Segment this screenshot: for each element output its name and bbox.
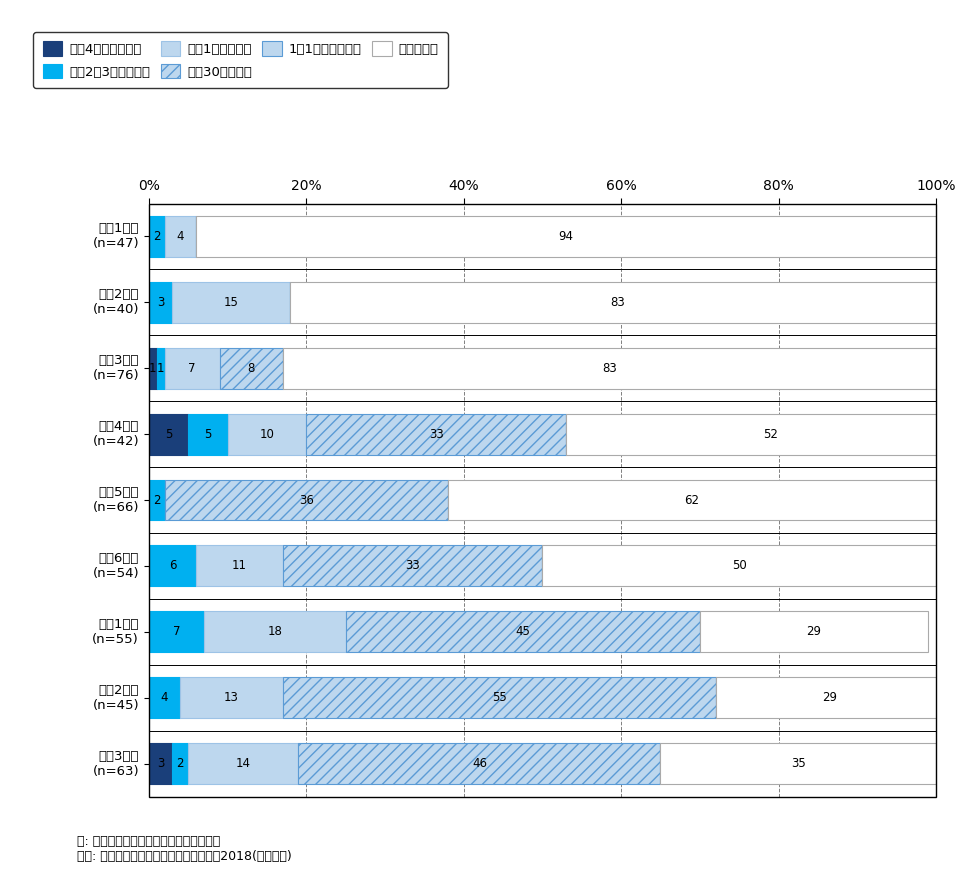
- Bar: [164, 348, 220, 389]
- Text: 5: 5: [204, 427, 211, 441]
- Bar: [149, 545, 196, 587]
- Text: 7: 7: [188, 362, 196, 374]
- Text: 36: 36: [299, 494, 314, 506]
- Bar: [196, 216, 936, 257]
- Bar: [149, 282, 173, 323]
- Text: 15: 15: [224, 296, 239, 309]
- Bar: [660, 743, 936, 784]
- Bar: [149, 612, 204, 652]
- Text: 11: 11: [231, 559, 247, 573]
- Bar: [291, 282, 944, 323]
- Bar: [448, 480, 936, 520]
- Text: 46: 46: [472, 757, 487, 770]
- Text: 35: 35: [791, 757, 805, 770]
- Text: 50: 50: [732, 559, 747, 573]
- Text: 6: 6: [169, 559, 177, 573]
- Bar: [173, 282, 291, 323]
- Text: 2: 2: [153, 494, 160, 506]
- Bar: [566, 413, 960, 455]
- Text: 4: 4: [160, 691, 168, 704]
- Text: 7: 7: [173, 626, 180, 638]
- Text: 62: 62: [684, 494, 700, 506]
- Text: 5: 5: [165, 427, 172, 441]
- Bar: [700, 612, 928, 652]
- Bar: [204, 612, 346, 652]
- Bar: [156, 348, 164, 389]
- Text: 14: 14: [236, 757, 251, 770]
- Text: 55: 55: [492, 691, 507, 704]
- Text: 3: 3: [156, 296, 164, 309]
- Bar: [715, 677, 944, 718]
- Bar: [299, 743, 660, 784]
- Text: 94: 94: [559, 230, 573, 243]
- Bar: [228, 413, 306, 455]
- Bar: [149, 743, 173, 784]
- Text: 29: 29: [822, 691, 837, 704]
- Bar: [542, 545, 936, 587]
- Legend: 毎日4時間より多い, 毎日2～3時間くらい, 毎日1時間くらい, 毎日30分くらい, 1日1回より少ない, していない: 毎日4時間より多い, 毎日2～3時間くらい, 毎日1時間くらい, 毎日30分くら…: [34, 32, 448, 88]
- Bar: [282, 545, 542, 587]
- Bar: [188, 743, 299, 784]
- Text: 注: 関東１都６県在住の小中学生が回答。
出所: 子どものケータイ利用に関する調査2018(訪問留置): 注: 関東１都６県在住の小中学生が回答。 出所: 子どものケータイ利用に関する調…: [77, 835, 292, 863]
- Text: 2: 2: [153, 230, 160, 243]
- Bar: [306, 413, 566, 455]
- Bar: [173, 743, 188, 784]
- Bar: [149, 348, 156, 389]
- Bar: [282, 348, 936, 389]
- Text: 8: 8: [248, 362, 254, 374]
- Text: 13: 13: [224, 691, 239, 704]
- Bar: [180, 677, 282, 718]
- Text: 10: 10: [259, 427, 275, 441]
- Text: 29: 29: [806, 626, 822, 638]
- Bar: [346, 612, 700, 652]
- Bar: [282, 677, 715, 718]
- Bar: [149, 216, 164, 257]
- Bar: [149, 480, 164, 520]
- Bar: [164, 216, 196, 257]
- Text: 83: 83: [610, 296, 625, 309]
- Bar: [196, 545, 282, 587]
- Text: 1: 1: [149, 362, 156, 374]
- Text: 2: 2: [177, 757, 184, 770]
- Bar: [220, 348, 282, 389]
- Text: 3: 3: [156, 757, 164, 770]
- Text: 4: 4: [177, 230, 184, 243]
- Bar: [164, 480, 448, 520]
- Text: 18: 18: [267, 626, 282, 638]
- Text: 33: 33: [405, 559, 420, 573]
- Bar: [188, 413, 228, 455]
- Text: 33: 33: [429, 427, 444, 441]
- Text: 1: 1: [156, 362, 164, 374]
- Text: 83: 83: [602, 362, 616, 374]
- Bar: [149, 677, 180, 718]
- Bar: [149, 413, 188, 455]
- Text: 45: 45: [516, 626, 530, 638]
- Text: 52: 52: [763, 427, 779, 441]
